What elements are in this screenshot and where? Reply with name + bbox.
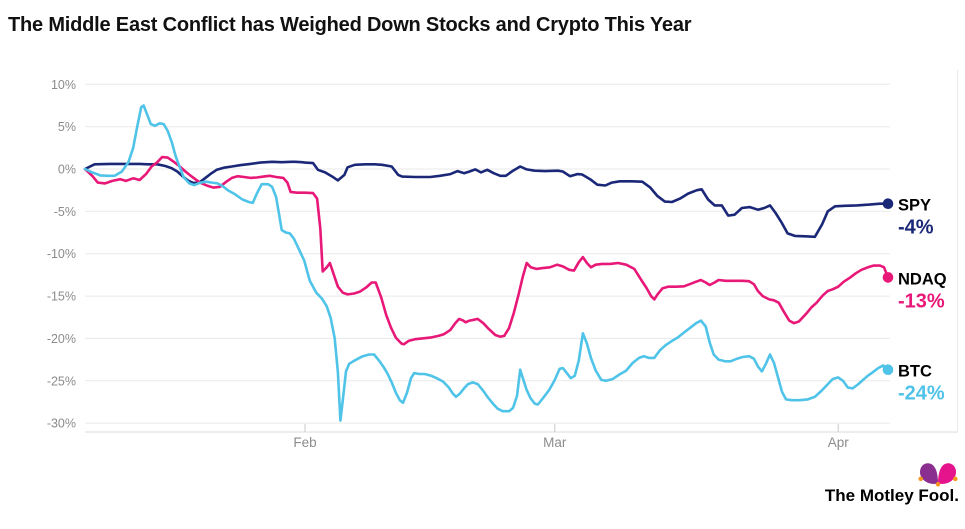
x-tick-label: Apr	[828, 435, 850, 450]
motley-fool-logo: The Motley Fool.	[825, 460, 959, 505]
y-tick-label: 5%	[58, 120, 76, 134]
spy-change-label: -4%	[898, 217, 934, 239]
btc-end-dot	[882, 364, 894, 376]
btc-series-label: BTC	[898, 363, 932, 381]
y-tick-label: 0%	[58, 163, 76, 177]
ndaq-series-label: NDAQ	[898, 270, 947, 288]
y-tick-label: 10%	[51, 78, 76, 92]
jester-hat-icon	[918, 463, 958, 487]
ndaq-line	[83, 155, 890, 346]
y-tick-label: -25%	[47, 374, 76, 388]
ndaq-change-label: -13%	[898, 290, 945, 312]
spy-line	[83, 160, 890, 239]
spy-end-dot	[882, 198, 894, 209]
y-tick-label: -20%	[47, 332, 76, 346]
x-tick-label: Feb	[293, 435, 316, 450]
chart-title: The Middle East Conflict has Weighed Dow…	[8, 14, 692, 36]
line-chart: 10% 5% 0% -5% -10% -15% -20% -25% -30% Feb Mar Apr S…	[47, 70, 958, 450]
ndaq-end-dot	[882, 272, 894, 283]
y-tick-label: -15%	[47, 290, 76, 304]
y-tick-label: -10%	[47, 247, 76, 261]
y-tick-label: -30%	[47, 417, 76, 431]
x-tick-label: Mar	[543, 435, 567, 450]
y-tick-label: -5%	[54, 205, 76, 219]
spy-series-label: SPY	[898, 197, 931, 215]
btc-line	[83, 104, 890, 422]
logo-text: The Motley Fool.	[824, 486, 959, 505]
btc-change-label: -24%	[898, 383, 945, 405]
